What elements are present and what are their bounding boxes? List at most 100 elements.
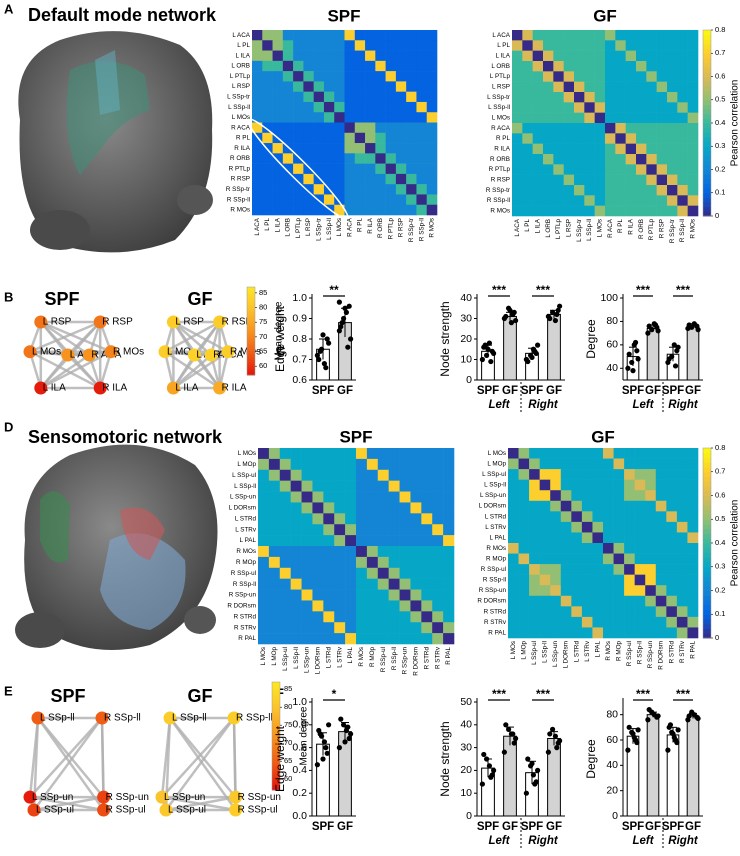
heatmap-cell: [571, 448, 583, 459]
column-label: L ORB: [545, 219, 552, 238]
heatmap-cell: [303, 204, 314, 216]
heatmap-cell: [655, 500, 667, 512]
row-label: L MOp: [237, 461, 256, 468]
colorbar-swatch: [247, 348, 255, 352]
colorbar-swatch: [703, 628, 711, 634]
heatmap-cell: [426, 153, 438, 164]
row-label: R ACA: [231, 124, 251, 131]
heatmap-cell: [677, 81, 688, 93]
heatmap-cell: [518, 606, 530, 618]
heatmap-cell: [344, 81, 356, 92]
heatmap-cell: [581, 521, 593, 533]
heatmap-cell: [344, 40, 356, 51]
heatmap-cell: [268, 524, 281, 536]
column-label: R MOs: [358, 647, 365, 667]
data-point: [645, 330, 651, 336]
heatmap-cell: [312, 469, 324, 481]
heatmap-cell: [282, 122, 294, 134]
heatmap-cell: [345, 469, 357, 481]
heatmap-cell: [388, 611, 400, 623]
row-label: R MOs: [236, 548, 256, 555]
row-label: R MOp: [236, 559, 256, 566]
heatmap-cell: [375, 112, 386, 123]
heatmap-cell: [687, 133, 699, 144]
heatmap-cell: [262, 153, 273, 164]
row-label: R ILA: [494, 146, 511, 153]
heatmap-cell: [252, 71, 263, 82]
heatmap-cell: [592, 448, 604, 459]
heatmap-cell: [532, 102, 544, 113]
heatmap-cell: [290, 513, 302, 525]
heatmap-cell: [279, 502, 291, 514]
heatmap-cell: [334, 71, 345, 82]
heatmap-cell: [303, 153, 314, 164]
colorbar-swatch: [247, 331, 255, 334]
heatmap-cell: [666, 564, 678, 575]
heatmap-cell: [334, 567, 346, 579]
heatmap-cell: [560, 553, 572, 565]
heatmap-cell: [375, 122, 386, 134]
heatmap-cell: [625, 195, 637, 206]
heatmap-cell: [262, 81, 273, 92]
heatmap-cell: [312, 622, 324, 634]
heatmap-cell: [508, 490, 519, 502]
heatmap-cell: [603, 500, 614, 512]
heatmap-cell: [323, 448, 335, 460]
y-tick-label: 30: [460, 741, 472, 753]
heatmap-cell: [532, 195, 544, 206]
row-label: R SSp-un: [479, 587, 507, 594]
heatmap-cell: [645, 585, 657, 597]
heatmap-cell: [258, 589, 270, 601]
heatmap-cell: [522, 102, 533, 113]
colorbar-swatch: [703, 123, 711, 129]
heatmap-cell: [406, 40, 417, 51]
heatmap-cell: [543, 143, 554, 155]
column-label: L SSp-ul: [531, 641, 538, 665]
colorbar-tick-label: 60: [284, 774, 292, 783]
colorbar-swatch: [703, 490, 711, 496]
y-tick-label: 40: [460, 292, 472, 304]
heatmap-cell: [395, 81, 407, 92]
heatmap-cell: [323, 556, 335, 569]
heatmap-cell: [293, 173, 304, 185]
heatmap-cell: [645, 543, 657, 554]
heatmap-cell: [615, 71, 626, 82]
row-label: L SSp-ll: [228, 104, 250, 111]
heatmap-cell: [571, 606, 583, 618]
heatmap-cell: [443, 458, 455, 471]
colorbar-swatch: [703, 557, 711, 563]
heatmap-cell: [432, 578, 444, 590]
data-point: [655, 713, 661, 719]
heatmap-cell: [550, 553, 562, 565]
heatmap-cell: [603, 616, 614, 628]
heatmap-cell: [410, 458, 422, 471]
heatmap-cell: [323, 101, 335, 113]
colorbar-tick-label: 70: [259, 332, 267, 341]
heatmap-cell: [421, 546, 433, 558]
bar: [503, 315, 517, 381]
colorbar-swatch: [703, 155, 711, 161]
heatmap-cell: [399, 480, 411, 492]
network-node: [166, 381, 180, 395]
row-label: L SSp-tr: [487, 94, 510, 101]
heatmap-cell: [550, 448, 562, 459]
heatmap-cell: [410, 535, 422, 547]
heatmap-cell: [301, 458, 313, 471]
heatmap-cell: [605, 123, 616, 134]
data-point: [547, 731, 553, 737]
heatmap-cell: [272, 143, 284, 154]
heatmap-cell: [293, 112, 304, 123]
heatmap-cell: [426, 122, 438, 134]
row-label: L STRd: [235, 515, 257, 522]
column-label: R MOs: [429, 218, 436, 238]
heatmap-cell: [667, 195, 678, 206]
heatmap-cell: [375, 143, 386, 154]
heatmap-cell: [313, 81, 325, 92]
heatmap-cell: [282, 50, 294, 62]
data-point: [343, 309, 350, 315]
heatmap-cell: [563, 61, 575, 72]
heatmap-cell: [603, 585, 614, 597]
heatmap-cell: [563, 164, 575, 175]
heatmap-cell: [603, 595, 614, 607]
heatmap-cell: [634, 532, 646, 544]
